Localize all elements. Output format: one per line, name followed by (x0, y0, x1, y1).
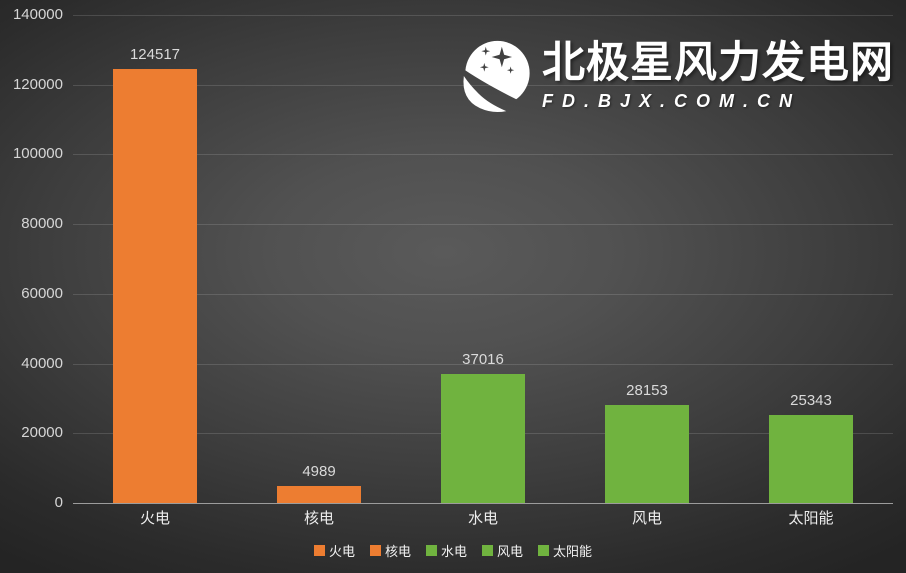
legend-label: 水电 (440, 544, 467, 559)
y-axis-tick-label: 100000 (12, 145, 63, 163)
legend-item-风电: 风电 (482, 541, 523, 560)
bar-value-label: 37016 (462, 350, 504, 368)
legend-item-火电: 火电 (313, 541, 355, 560)
gridline (73, 154, 893, 156)
bar-水电 (441, 373, 525, 503)
bar-value-label: 124517 (129, 45, 181, 63)
legend-label: 核电 (384, 544, 411, 559)
watermark-subtitle: FD.BJX.COM.CN (542, 91, 802, 112)
legend-marker (425, 545, 437, 556)
legend-label: 火电 (328, 544, 355, 559)
legend-label: 太阳能 (553, 544, 593, 559)
legend-item-核电: 核电 (369, 541, 411, 560)
legend-item-太阳能: 太阳能 (538, 541, 592, 560)
bar-value-label: 4989 (302, 462, 336, 480)
watermark-title: 北极星风力发电网 (542, 38, 894, 87)
legend-label: 风电 (497, 544, 524, 559)
watermark-text: 北极星风力发电网 FD.BJX.COM.CN (542, 38, 894, 112)
bar-value-label: 25343 (790, 391, 832, 409)
y-axis-tick-label: 20000 (21, 424, 63, 442)
watermark: 北极星风力发电网 FD.BJX.COM.CN (458, 36, 894, 116)
x-axis-category-label: 水电 (467, 510, 498, 527)
x-axis-category-label: 核电 (303, 510, 334, 527)
y-axis-tick-label: 60000 (21, 284, 63, 302)
bar-太阳能 (769, 414, 853, 503)
bar-value-label: 28153 (626, 381, 668, 399)
gridline (73, 363, 893, 365)
chart-legend: 火电 核电 水电 风电 太阳能 (0, 541, 906, 560)
gridline (73, 293, 893, 295)
y-axis-tick-label: 80000 (21, 215, 63, 233)
y-axis-tick-label: 0 (54, 494, 63, 511)
legend-marker (313, 545, 325, 556)
x-axis-category-label: 风电 (631, 510, 662, 527)
bar-风电 (605, 404, 689, 503)
bar-核电 (277, 485, 361, 503)
x-axis-category-label: 火电 (139, 510, 170, 527)
legend-marker (482, 545, 493, 556)
y-axis-tick-label: 120000 (12, 75, 63, 93)
x-axis-category-label: 太阳能 (788, 510, 834, 527)
legend-marker (538, 545, 550, 556)
bar-火电 (113, 68, 197, 503)
y-axis-tick-label: 140000 (12, 6, 63, 23)
x-axis-line (73, 503, 893, 504)
y-axis-tick-label: 40000 (21, 354, 63, 372)
gridline (73, 15, 893, 16)
legend-marker (369, 545, 381, 556)
gridline (73, 224, 893, 226)
legend-item-水电: 水电 (425, 541, 467, 560)
bjx-star-logo-icon (463, 40, 530, 113)
